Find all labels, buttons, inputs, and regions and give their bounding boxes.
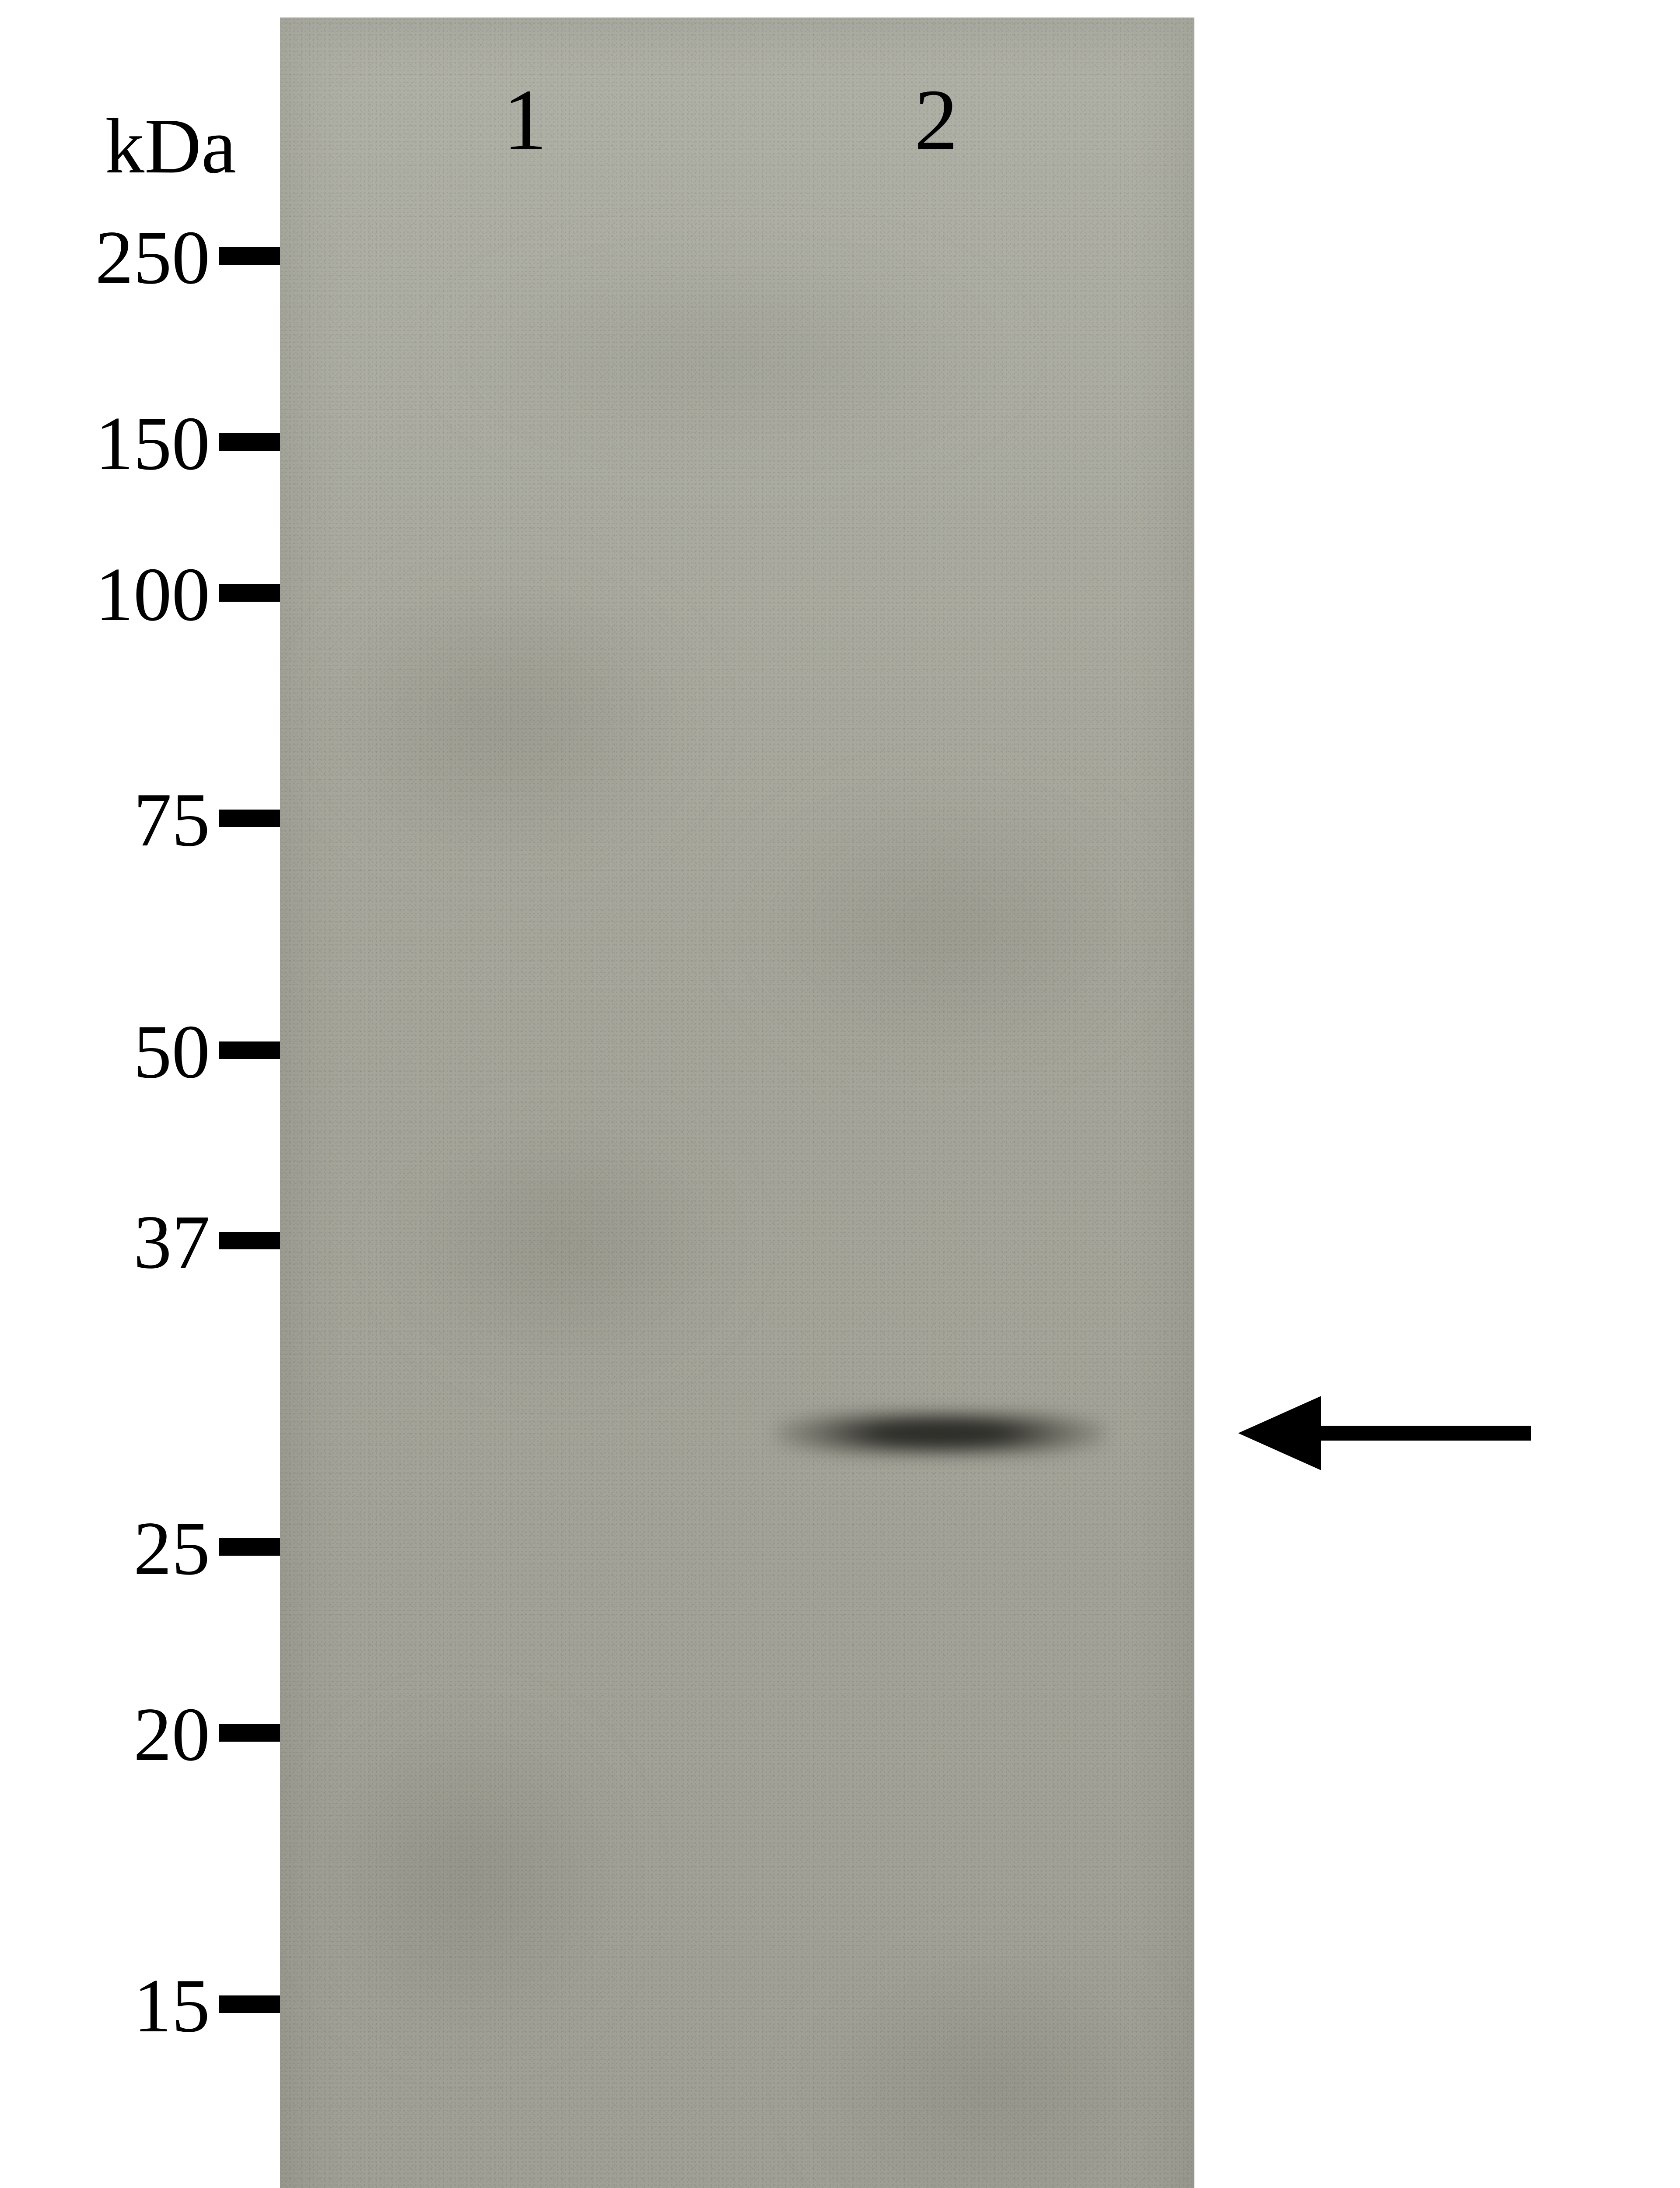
membrane-smudge-4 bbox=[805, 1943, 1177, 2188]
arrow-head bbox=[1238, 1396, 1321, 1470]
mw-label-50: 50 bbox=[0, 1008, 210, 1096]
mw-label-150: 150 bbox=[0, 400, 210, 487]
mw-tick-100 bbox=[219, 584, 280, 602]
mw-tick-37 bbox=[219, 1232, 280, 1249]
mw-label-250: 250 bbox=[0, 214, 210, 302]
membrane-smudge-5 bbox=[446, 245, 1015, 464]
membrane-smudge-0 bbox=[306, 565, 700, 871]
western-blot-figure: kDa 250 150 100 75 50 37 25 20 15 1 2 bbox=[0, 0, 1680, 2188]
mw-tick-15 bbox=[219, 1995, 280, 2013]
mw-label-100: 100 bbox=[0, 551, 210, 638]
lane-label-2: 2 bbox=[892, 70, 980, 170]
arrow-shaft bbox=[1320, 1426, 1531, 1441]
membrane-grain bbox=[280, 18, 1194, 2188]
blot-membrane bbox=[280, 18, 1194, 2188]
band-indicator-arrow bbox=[1234, 1392, 1536, 1475]
mw-tick-50 bbox=[219, 1041, 280, 1059]
mw-label-20: 20 bbox=[0, 1690, 210, 1778]
mw-tick-250 bbox=[219, 247, 280, 265]
membrane-smudge-3 bbox=[302, 1702, 630, 2052]
mw-tick-20 bbox=[219, 1724, 280, 1742]
mw-tick-150 bbox=[219, 433, 280, 451]
membrane-smudge-2 bbox=[389, 1112, 739, 1374]
membrane-grain-coarse bbox=[280, 18, 1194, 2188]
mw-tick-25 bbox=[219, 1538, 280, 1556]
mw-tick-75 bbox=[219, 810, 280, 827]
mw-label-25: 25 bbox=[0, 1504, 210, 1592]
lane-label-1: 1 bbox=[481, 70, 569, 170]
protein-band-lane2 bbox=[774, 1413, 1107, 1454]
mw-label-15: 15 bbox=[0, 1962, 210, 2050]
mw-label-75: 75 bbox=[0, 776, 210, 864]
membrane-smudge-1 bbox=[739, 783, 1155, 1068]
mw-label-37: 37 bbox=[0, 1198, 210, 1286]
axis-unit-label: kDa bbox=[0, 101, 236, 191]
